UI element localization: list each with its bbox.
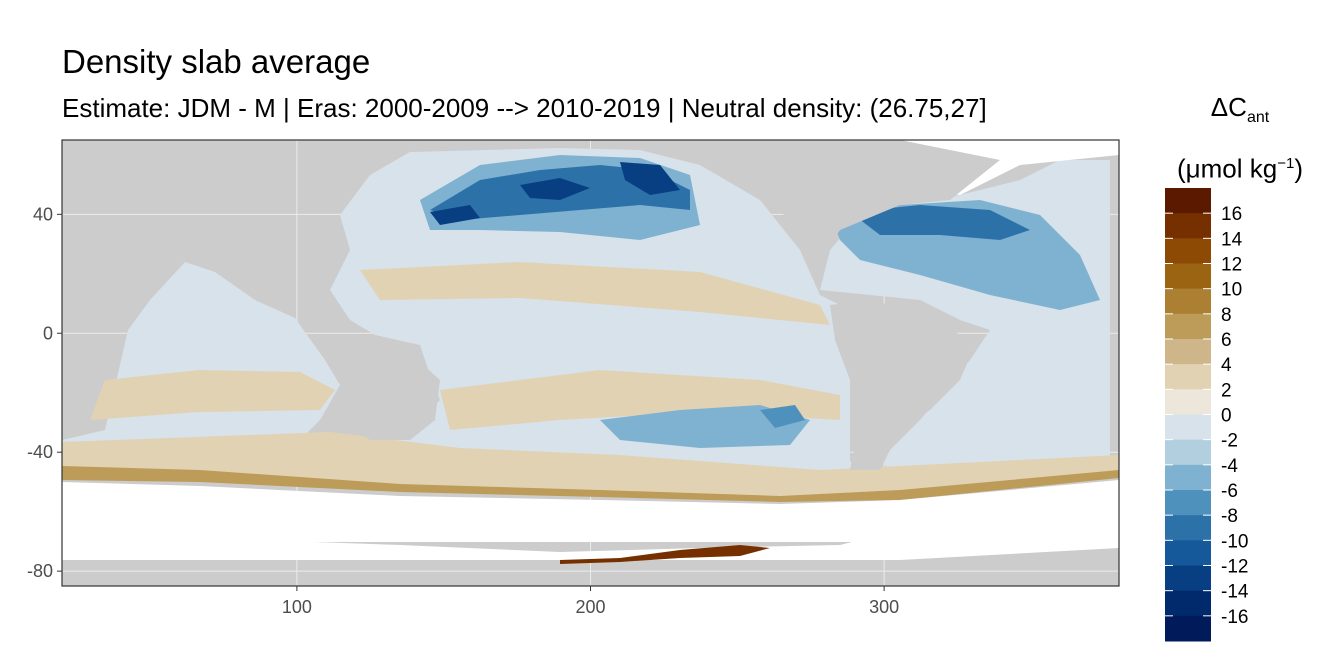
colorbar-label: 4 <box>1221 355 1232 376</box>
legend-title: ΔCant (μmol kg−1) <box>1160 84 1320 192</box>
map-panel <box>62 140 1119 586</box>
colorbar-label: -6 <box>1221 481 1238 502</box>
colorbar-swatch <box>1165 414 1211 441</box>
land-australia <box>340 362 440 440</box>
land-north-america <box>700 140 1000 260</box>
ocean-north-pacific-deep <box>430 162 680 225</box>
land-south-america <box>830 300 975 470</box>
colorbar <box>1165 188 1211 642</box>
chart-subtitle: Estimate: JDM - M | Eras: 2000-2009 --> … <box>62 93 987 123</box>
ocean-southern-front <box>62 466 1119 502</box>
x-tick-label: 100 <box>282 597 312 617</box>
colorbar-label: 16 <box>1221 204 1242 225</box>
colorbar-swatch <box>1165 313 1211 340</box>
legend-title-sub: ant <box>1246 109 1270 127</box>
colorbar-label: -16 <box>1221 607 1248 628</box>
ocean-south-pacific-blue <box>600 405 810 448</box>
colorbar-swatch <box>1165 540 1211 566</box>
y-axis: 40 0 -40 -80 <box>27 204 62 581</box>
colorbar-swatch <box>1165 288 1211 315</box>
colorbar-swatch <box>1165 339 1211 365</box>
colorbar-swatch <box>1165 515 1211 541</box>
y-tick-label: -80 <box>27 561 53 581</box>
colorbar-label: 0 <box>1221 406 1232 427</box>
colorbar-label: 8 <box>1221 305 1232 326</box>
colorbar-label: 14 <box>1221 229 1243 250</box>
colorbar-label: 12 <box>1221 255 1242 276</box>
no-data-ice-band <box>62 480 1119 542</box>
antarctic-shelf-signal <box>560 545 770 564</box>
y-tick-label: 0 <box>43 323 53 343</box>
colorbar-swatch <box>1165 590 1211 617</box>
colorbar-swatch <box>1165 364 1211 390</box>
x-tick-label: 300 <box>869 597 899 617</box>
colorbar-label: -10 <box>1221 531 1248 552</box>
legend-units-sup: −1 <box>1277 155 1295 173</box>
colorbar-swatch <box>1165 565 1211 592</box>
colorbar-label: -2 <box>1221 431 1238 452</box>
no-data-antarctic-shelf <box>62 530 1119 560</box>
colorbar-label: 10 <box>1221 280 1242 301</box>
colorbar-swatch <box>1165 490 1211 516</box>
colorbar-swatch <box>1165 439 1211 466</box>
legend-units-close: ) <box>1294 153 1303 184</box>
colorbar-swatch <box>1165 213 1211 239</box>
legend-units-open: (μmol kg <box>1177 153 1278 184</box>
ocean-south-pacific-band <box>440 370 840 430</box>
colorbar-swatch <box>1165 615 1211 642</box>
colorbar-label: -4 <box>1221 456 1238 477</box>
ocean-tropical-band <box>360 262 830 325</box>
colorbar-label: 2 <box>1221 380 1232 401</box>
colorbar-swatch <box>1165 238 1211 264</box>
chart-title: Density slab average <box>62 43 371 80</box>
y-tick-label: -40 <box>27 442 53 462</box>
colorbar-label: -14 <box>1221 582 1249 603</box>
colorbar-label: 6 <box>1221 330 1232 351</box>
ocean-south-pacific-core <box>760 405 805 428</box>
ocean-indian <box>62 262 340 470</box>
ocean-indian-band <box>90 370 335 420</box>
x-tick-label: 200 <box>575 597 605 617</box>
x-axis: 100 200 300 <box>282 586 899 617</box>
colorbar-labels: 16 14 12 10 8 6 4 2 0 -2 -4 -6 -8 -10 -12 -14 -16 <box>1165 204 1249 628</box>
ocean-north-atlantic-core <box>850 205 1030 240</box>
colorbar-swatch <box>1165 188 1211 214</box>
colorbar-swatch <box>1165 389 1211 415</box>
colorbar-label: -12 <box>1221 557 1248 578</box>
legend-title-main: ΔC <box>1210 92 1247 122</box>
colorbar-label: -8 <box>1221 506 1238 527</box>
colorbar-swatch <box>1165 464 1211 491</box>
colorbar-swatch <box>1165 263 1211 290</box>
y-tick-label: 40 <box>33 204 53 224</box>
